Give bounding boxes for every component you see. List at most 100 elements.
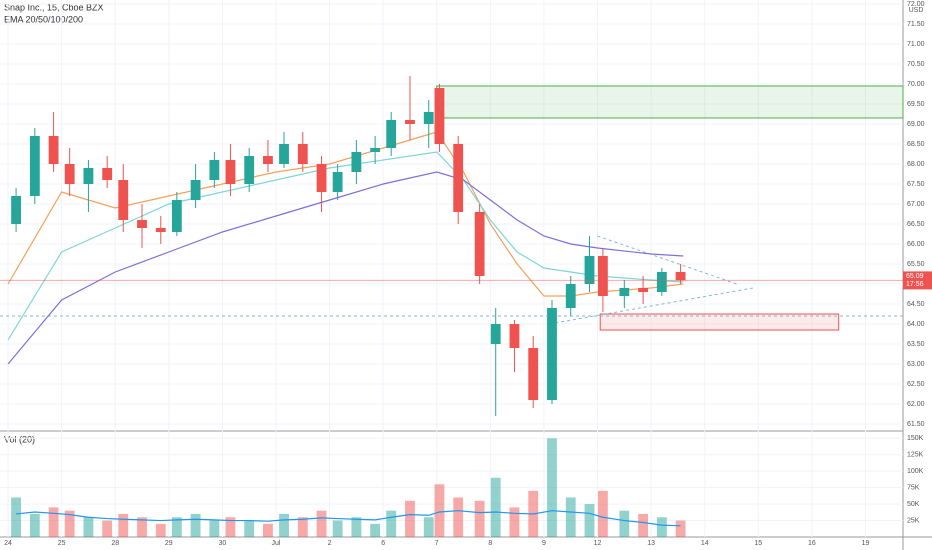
volume-bar (225, 517, 236, 537)
volume-bar (434, 484, 445, 537)
y-tick-label: 62.50 (907, 381, 925, 388)
candle-body (547, 308, 557, 400)
y-tick-label: 62.00 (907, 401, 925, 408)
y-tick-label: 66.00 (907, 241, 925, 248)
ema-line (7, 151, 684, 341)
volume-bar (83, 517, 94, 537)
zone (436, 85, 904, 119)
candle-body (29, 136, 40, 196)
y-tick-label: 68.00 (907, 161, 925, 168)
y-tick-label: 64.50 (907, 301, 925, 308)
volume-bar (405, 500, 415, 537)
x-tick-label: 6 (381, 540, 385, 547)
candle-body (656, 272, 667, 292)
volume-bar (137, 517, 147, 537)
candle-body (386, 120, 397, 148)
trendline (549, 287, 754, 325)
candle-body (584, 256, 595, 284)
y-tick-label: 100K (907, 468, 924, 475)
volume-bar (453, 497, 464, 537)
candle-body (83, 168, 94, 184)
volume-bar (155, 523, 166, 537)
x-tick-label: 14 (701, 540, 709, 547)
candle-body (675, 272, 686, 281)
volume-bar (351, 517, 362, 537)
volume-bar (244, 520, 255, 537)
trendline (597, 235, 738, 285)
candle-body (137, 220, 147, 228)
x-tick-label: 30 (219, 540, 227, 547)
candle-body (244, 156, 255, 184)
candle-body (155, 228, 166, 232)
candle-body (263, 156, 273, 164)
candle-body (225, 160, 236, 184)
volume-bar (11, 497, 21, 537)
candle-body (48, 136, 59, 164)
y-tick-label: 71.00 (907, 41, 925, 48)
x-tick-label: 8 (488, 540, 492, 547)
candle-body (453, 144, 464, 212)
zone (599, 313, 840, 331)
y-tick-label: 150K (907, 435, 924, 442)
volume-bar (490, 477, 501, 537)
candle-body (351, 152, 362, 172)
candle-body (279, 144, 289, 164)
candle-body (619, 288, 630, 296)
y-tick-label: 63.00 (907, 361, 925, 368)
candle-body (102, 168, 113, 180)
x-tick-label: 7 (435, 540, 439, 547)
y-tick-label: 67.50 (907, 181, 925, 188)
candle-body (297, 144, 308, 164)
candle-body (423, 112, 434, 124)
volume-bar (316, 510, 327, 537)
candle-body (565, 284, 576, 308)
x-tick-label: 9 (542, 540, 546, 547)
volume-bar (386, 510, 397, 537)
y-tick-label: 71.50 (907, 21, 925, 28)
y-tick-label: 75K (907, 484, 920, 491)
candle-body (332, 172, 343, 192)
volume-bar (370, 523, 381, 537)
y-tick-label: 25K (907, 517, 920, 524)
candle-body (171, 200, 182, 232)
volume-bar (48, 507, 59, 537)
x-tick-label: 29 (165, 540, 173, 547)
candle-body (528, 348, 539, 400)
x-tick-label: 15 (754, 540, 762, 547)
y-tick-label: 125K (907, 452, 924, 459)
volume-bar (64, 510, 75, 537)
x-tick-label: 2 (328, 540, 332, 547)
volume-bar (584, 504, 595, 537)
candle-body (370, 148, 381, 152)
volume-bar (675, 520, 686, 537)
y-tick-label: 72.00 (907, 1, 925, 8)
candle-body (474, 212, 485, 276)
volume-bar (102, 520, 113, 537)
y-tick-label: 70.50 (907, 61, 925, 68)
ema-line (7, 171, 684, 365)
y-tick-label: 67.00 (907, 201, 925, 208)
candle-body (597, 256, 608, 296)
y-tick-label: 69.00 (907, 121, 925, 128)
countdown: 17:56 (906, 281, 924, 288)
volume-title: Vol (20) (4, 434, 35, 444)
volume-ma (16, 510, 681, 527)
volume-bar (423, 517, 434, 537)
x-tick-label: Jul (272, 540, 281, 547)
volume-bar (118, 513, 129, 537)
volume-bar (190, 513, 201, 537)
y-tick-label: 61.50 (907, 421, 925, 428)
candle-body (405, 120, 415, 124)
candle-body (64, 164, 75, 184)
x-tick-label: 19 (862, 540, 870, 547)
volume-bar (656, 517, 667, 537)
x-tick-label: 28 (111, 540, 119, 547)
volume-bar (619, 510, 630, 537)
x-tick-label: 12 (594, 540, 602, 547)
volume-bar (263, 523, 273, 537)
y-tick-label: 69.50 (907, 101, 925, 108)
volume-bar (547, 438, 557, 537)
x-tick-label: 24 (4, 540, 12, 547)
chart-title: Snap Inc., 15, Cboe BZX (4, 2, 104, 12)
